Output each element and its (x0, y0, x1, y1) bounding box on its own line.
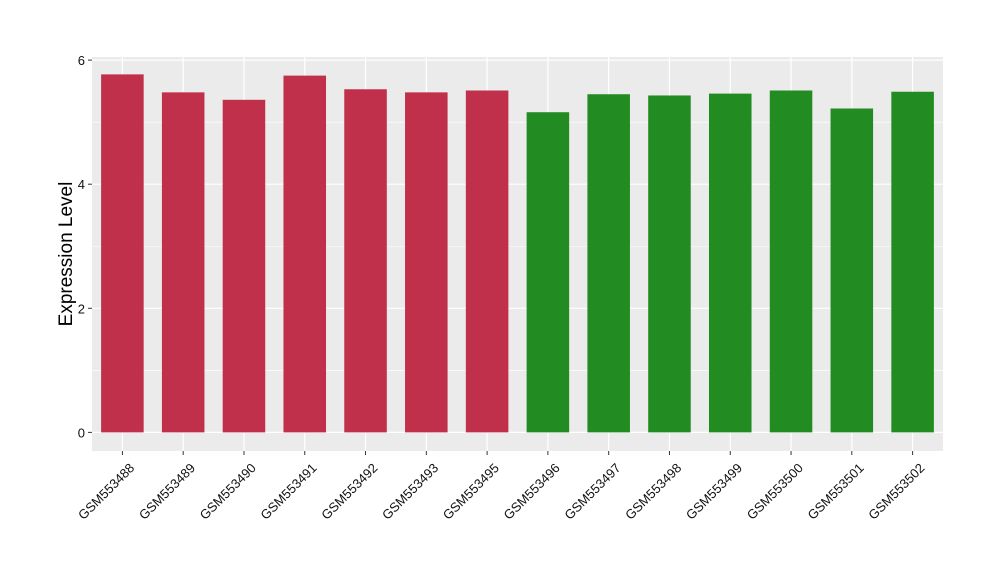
bar-GSM553500 (769, 90, 813, 433)
x-tick-label: GSM553491 (257, 460, 319, 522)
bars (101, 74, 934, 433)
bar-GSM553497 (587, 94, 630, 433)
x-tick-label: GSM553496 (501, 460, 563, 522)
x-tick-label: GSM553502 (865, 460, 927, 522)
y-tick-label: 4 (78, 177, 85, 192)
bar-GSM553502 (891, 91, 934, 433)
x-tick-label: GSM553492 (318, 460, 380, 522)
y-tick-label: 2 (78, 301, 85, 316)
bar-GSM553499 (708, 93, 752, 433)
x-tick-label: GSM553498 (622, 460, 684, 522)
bar-GSM553489 (161, 92, 205, 433)
y-tick-label: 0 (78, 425, 85, 440)
bar-GSM553498 (648, 95, 691, 433)
y-axis-title: Expression Level (56, 182, 77, 327)
x-tick-label: GSM553501 (805, 460, 867, 522)
x-tick-label: GSM553488 (75, 460, 137, 522)
bar-GSM553501 (830, 108, 874, 433)
plot-panel (92, 57, 943, 451)
bar-GSM553490 (222, 99, 266, 433)
bar-GSM553496 (526, 112, 570, 433)
y-tick-label: 6 (78, 53, 85, 68)
bar-GSM553492 (344, 89, 387, 433)
x-tick-label: GSM553499 (683, 460, 745, 522)
bar-GSM553493 (405, 92, 448, 433)
x-tick-label: GSM553489 (136, 460, 198, 522)
bar-GSM553495 (465, 90, 509, 433)
x-tick-label: GSM553490 (197, 460, 259, 522)
bar-GSM553488 (101, 74, 144, 433)
bar-GSM553491 (283, 75, 327, 433)
x-tick-label: GSM553493 (379, 460, 441, 522)
x-tick-label: GSM553497 (561, 460, 623, 522)
x-tick-label: GSM553495 (440, 460, 502, 522)
x-tick-label: GSM553500 (744, 460, 806, 522)
